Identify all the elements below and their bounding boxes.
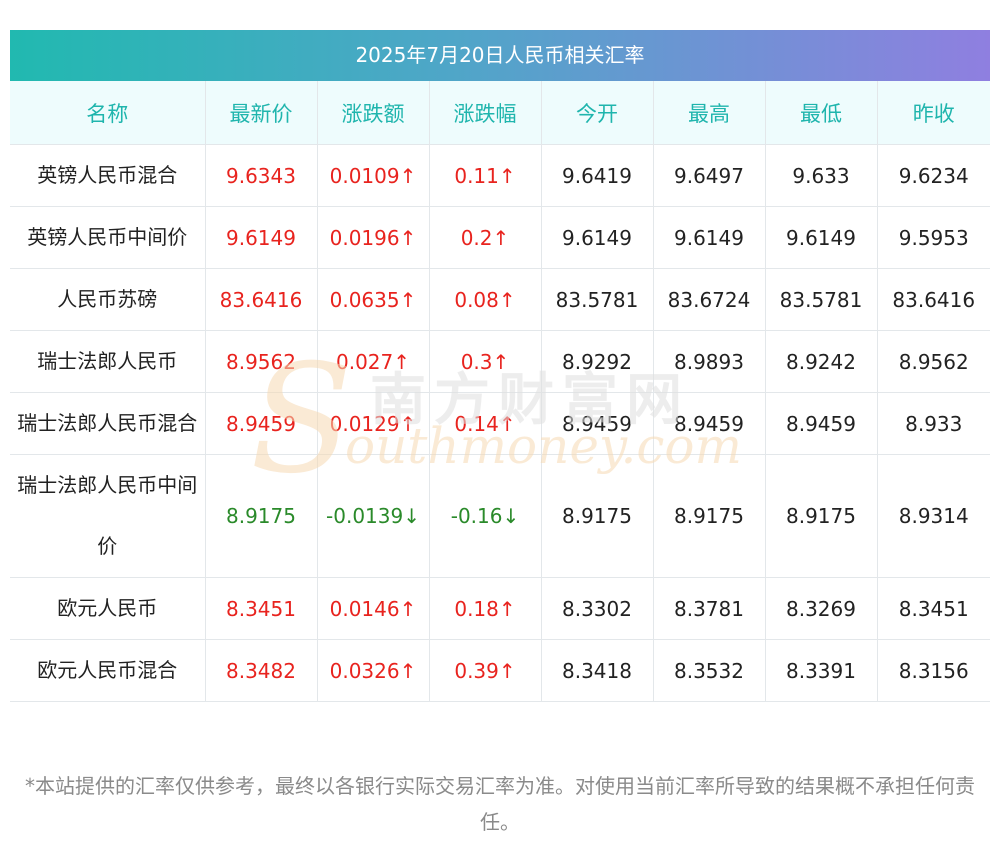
cell-high: 8.3781 <box>652 577 765 640</box>
cell-change-pct: 0.3↑ <box>428 330 541 393</box>
disclaimer-notice: *本站提供的汇率仅供参考，最终以各银行实际交易汇率为准。对使用当前汇率所导致的结… <box>25 774 975 834</box>
cell-latest: 8.3451 <box>204 577 317 640</box>
cell-change: 0.0146↑ <box>316 577 429 640</box>
cell-low: 9.6149 <box>764 206 877 269</box>
cell-change: 0.0326↑ <box>316 639 429 702</box>
header-high: 最高 <box>652 81 765 145</box>
cell-high: 83.6724 <box>652 268 765 331</box>
cell-name: 瑞士法郎人民币混合 <box>10 392 205 455</box>
cell-change: -0.0139↓ <box>316 454 429 578</box>
header-prev-close: 昨收 <box>876 81 990 145</box>
header-open: 今开 <box>540 81 653 145</box>
header-latest: 最新价 <box>204 81 317 145</box>
cell-prev-close: 8.933 <box>876 392 990 455</box>
cell-high: 8.9459 <box>652 392 765 455</box>
cell-latest: 9.6149 <box>204 206 317 269</box>
cell-change-pct: 0.2↑ <box>428 206 541 269</box>
cell-open: 83.5781 <box>540 268 653 331</box>
cell-prev-close: 8.3156 <box>876 639 990 702</box>
header-change-pct: 涨跌幅 <box>428 81 541 145</box>
cell-open: 9.6419 <box>540 144 653 207</box>
table-title: 2025年7月20日人民币相关汇率 <box>10 30 990 81</box>
cell-change-pct: 0.14↑ <box>428 392 541 455</box>
cell-low: 8.9459 <box>764 392 877 455</box>
cell-prev-close: 8.9314 <box>876 454 990 578</box>
header-name: 名称 <box>10 81 205 145</box>
table-row: 英镑人民币中间价 9.6149 0.0196↑ 0.2↑ 9.6149 9.6149 9.6… <box>10 206 990 269</box>
cell-prev-close: 83.6416 <box>876 268 990 331</box>
cell-prev-close: 9.6234 <box>876 144 990 207</box>
table-row: 欧元人民币 8.3451 0.0146↑ 0.18↑ 8.3302 8.3781 8.326… <box>10 577 990 640</box>
cell-change-pct: -0.16↓ <box>428 454 541 578</box>
cell-low: 8.3391 <box>764 639 877 702</box>
cell-prev-close: 8.3451 <box>876 577 990 640</box>
cell-prev-close: 8.9562 <box>876 330 990 393</box>
cell-name: 瑞士法郎人民币中间价 <box>10 454 205 578</box>
cell-open: 8.9292 <box>540 330 653 393</box>
cell-change: 0.027↑ <box>316 330 429 393</box>
cell-latest: 9.6343 <box>204 144 317 207</box>
cell-open: 8.9175 <box>540 454 653 578</box>
cell-open: 8.3302 <box>540 577 653 640</box>
cell-open: 8.3418 <box>540 639 653 702</box>
cell-open: 8.9459 <box>540 392 653 455</box>
table-row: 欧元人民币混合 8.3482 0.0326↑ 0.39↑ 8.3418 8.3532 8.3… <box>10 639 990 702</box>
cell-change: 0.0109↑ <box>316 144 429 207</box>
cell-name: 欧元人民币 <box>10 577 205 640</box>
cell-name: 欧元人民币混合 <box>10 639 205 702</box>
table-row: 瑞士法郎人民币混合 8.9459 0.0129↑ 0.14↑ 8.9459 8.9459 8… <box>10 392 990 455</box>
cell-low: 8.9175 <box>764 454 877 578</box>
cell-low: 8.3269 <box>764 577 877 640</box>
cell-change: 0.0196↑ <box>316 206 429 269</box>
table-row: 英镑人民币混合 9.6343 0.0109↑ 0.11↑ 9.6419 9.6497 9.6… <box>10 144 990 207</box>
rate-table: 名称 最新价 涨跌额 涨跌幅 今开 最高 最低 昨收 英镑人民币混合 9.6343… <box>10 81 990 702</box>
cell-latest: 83.6416 <box>204 268 317 331</box>
cell-open: 9.6149 <box>540 206 653 269</box>
cell-latest: 8.9459 <box>204 392 317 455</box>
cell-change-pct: 0.11↑ <box>428 144 541 207</box>
cell-high: 9.6149 <box>652 206 765 269</box>
cell-prev-close: 9.5953 <box>876 206 990 269</box>
cell-change-pct: 0.39↑ <box>428 639 541 702</box>
cell-latest: 8.3482 <box>204 639 317 702</box>
rate-table-panel: 2025年7月20日人民币相关汇率 名称 最新价 涨跌额 涨跌幅 今开 最高 最… <box>10 30 990 702</box>
cell-name: 英镑人民币混合 <box>10 144 205 207</box>
cell-latest: 8.9562 <box>204 330 317 393</box>
header-low: 最低 <box>764 81 877 145</box>
cell-high: 9.6497 <box>652 144 765 207</box>
cell-change: 0.0635↑ <box>316 268 429 331</box>
cell-low: 9.633 <box>764 144 877 207</box>
cell-change-pct: 0.08↑ <box>428 268 541 331</box>
cell-high: 8.3532 <box>652 639 765 702</box>
table-row: 人民币苏磅 83.6416 0.0635↑ 0.08↑ 83.5781 83.6724 83… <box>10 268 990 331</box>
cell-change-pct: 0.18↑ <box>428 577 541 640</box>
cell-high: 8.9893 <box>652 330 765 393</box>
cell-low: 8.9242 <box>764 330 877 393</box>
cell-change: 0.0129↑ <box>316 392 429 455</box>
table-row: 瑞士法郎人民币 8.9562 0.027↑ 0.3↑ 8.9292 8.9893 8.924… <box>10 330 990 393</box>
table-header-row: 名称 最新价 涨跌额 涨跌幅 今开 最高 最低 昨收 <box>10 81 990 145</box>
cell-latest: 8.9175 <box>204 454 317 578</box>
table-row: 瑞士法郎人民币中间价 8.9175 -0.0139↓ -0.16↓ 8.9175 8.91… <box>10 454 990 578</box>
cell-name: 人民币苏磅 <box>10 268 205 331</box>
cell-low: 83.5781 <box>764 268 877 331</box>
cell-name: 英镑人民币中间价 <box>10 206 205 269</box>
header-change: 涨跌额 <box>316 81 429 145</box>
cell-high: 8.9175 <box>652 454 765 578</box>
cell-name: 瑞士法郎人民币 <box>10 330 205 393</box>
